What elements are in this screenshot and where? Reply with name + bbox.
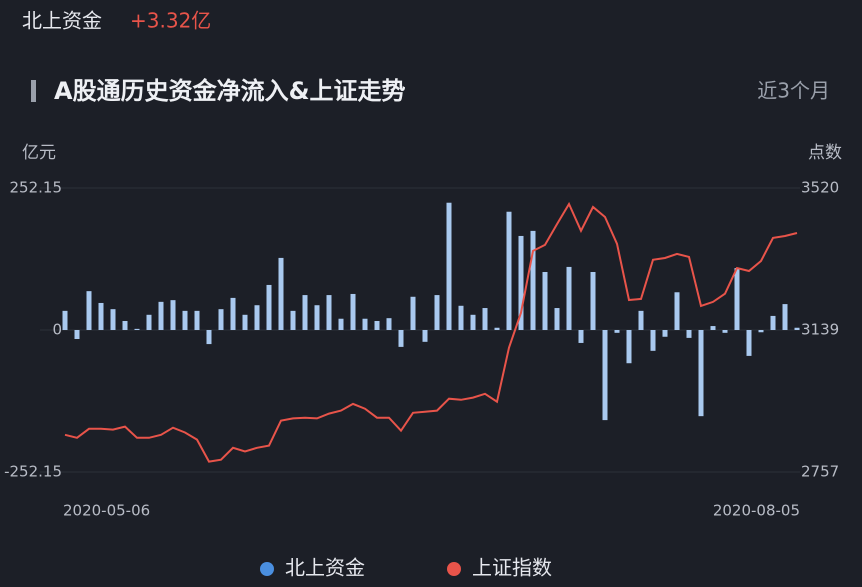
bar — [770, 315, 776, 330]
bar — [710, 326, 716, 330]
bar — [194, 310, 200, 330]
bar — [698, 330, 704, 417]
bar — [626, 330, 632, 364]
bar — [482, 308, 488, 330]
bar — [638, 310, 644, 330]
bar — [554, 308, 560, 330]
bar — [218, 309, 224, 330]
bar — [278, 257, 284, 330]
bar — [794, 327, 800, 330]
bar — [386, 318, 392, 330]
bar — [362, 318, 368, 330]
bar — [326, 295, 332, 330]
y2-tick-label: 3139 — [801, 320, 839, 338]
bar — [566, 266, 572, 330]
chart-title: A股通历史资金净流入&上证走势 — [54, 77, 406, 105]
bar — [74, 330, 80, 340]
bar — [422, 330, 428, 342]
y2-tick-label: 3520 — [801, 179, 839, 197]
bar — [206, 330, 212, 345]
bar — [182, 310, 188, 330]
bar — [86, 291, 92, 330]
y-axis-label: 亿元 — [22, 143, 56, 163]
y2-tick-label: 2757 — [801, 463, 839, 481]
bar — [734, 268, 740, 330]
bar — [782, 304, 788, 330]
x-tick-label: 2020-08-05 — [713, 502, 800, 520]
y-tick-label: 252.15 — [10, 179, 63, 197]
bar — [410, 296, 416, 330]
bar — [290, 310, 296, 330]
bar — [506, 211, 512, 330]
bar — [134, 328, 140, 330]
bar — [578, 330, 584, 343]
period-selector[interactable]: 近3个月 — [757, 79, 830, 103]
bar — [470, 314, 476, 330]
legend-label: 上证指数 — [472, 556, 552, 580]
bar — [758, 330, 764, 333]
bar — [146, 314, 152, 330]
title-marker — [31, 80, 36, 102]
y-tick-label: 0 — [52, 321, 62, 339]
legend-label: 北上资金 — [285, 556, 365, 580]
bar — [62, 310, 68, 330]
bar — [122, 320, 128, 330]
legend: 北上资金 上证指数 — [260, 556, 552, 580]
bar — [614, 330, 620, 333]
bar — [674, 292, 680, 330]
bar — [110, 309, 116, 330]
bar — [98, 302, 104, 330]
line — [64, 201, 798, 463]
bar — [350, 293, 356, 330]
bar — [446, 202, 452, 330]
bar — [374, 320, 380, 330]
header-label: 北上资金 — [22, 9, 102, 33]
bar — [542, 271, 548, 330]
bar — [722, 330, 728, 333]
bar — [662, 330, 668, 337]
bar — [254, 305, 260, 330]
bar — [602, 330, 608, 421]
bar — [434, 295, 440, 330]
x-tick-label: 2020-05-06 — [63, 502, 150, 520]
y2-axis-label: 点数 — [808, 143, 842, 163]
bar — [242, 314, 248, 330]
bar — [494, 327, 500, 330]
bar — [530, 230, 536, 330]
bar — [230, 297, 236, 330]
bar — [458, 305, 464, 330]
legend-marker — [447, 562, 461, 576]
bar — [338, 318, 344, 330]
bar — [650, 330, 656, 351]
bar — [170, 300, 176, 330]
bar — [398, 330, 404, 347]
bar — [266, 284, 272, 330]
bar — [686, 330, 692, 338]
plot: -252.15 0 252.15 2757 3139 3520 2020-05-06 2020… — [4, 179, 839, 520]
bar — [590, 271, 596, 330]
y-tick-label: -252.15 — [4, 463, 62, 481]
bar — [158, 301, 164, 330]
bar — [518, 235, 524, 330]
bar — [314, 305, 320, 330]
bar — [746, 330, 752, 356]
legend-marker — [260, 562, 274, 576]
bar — [302, 295, 308, 330]
header-value: +3.32亿 — [130, 9, 211, 33]
